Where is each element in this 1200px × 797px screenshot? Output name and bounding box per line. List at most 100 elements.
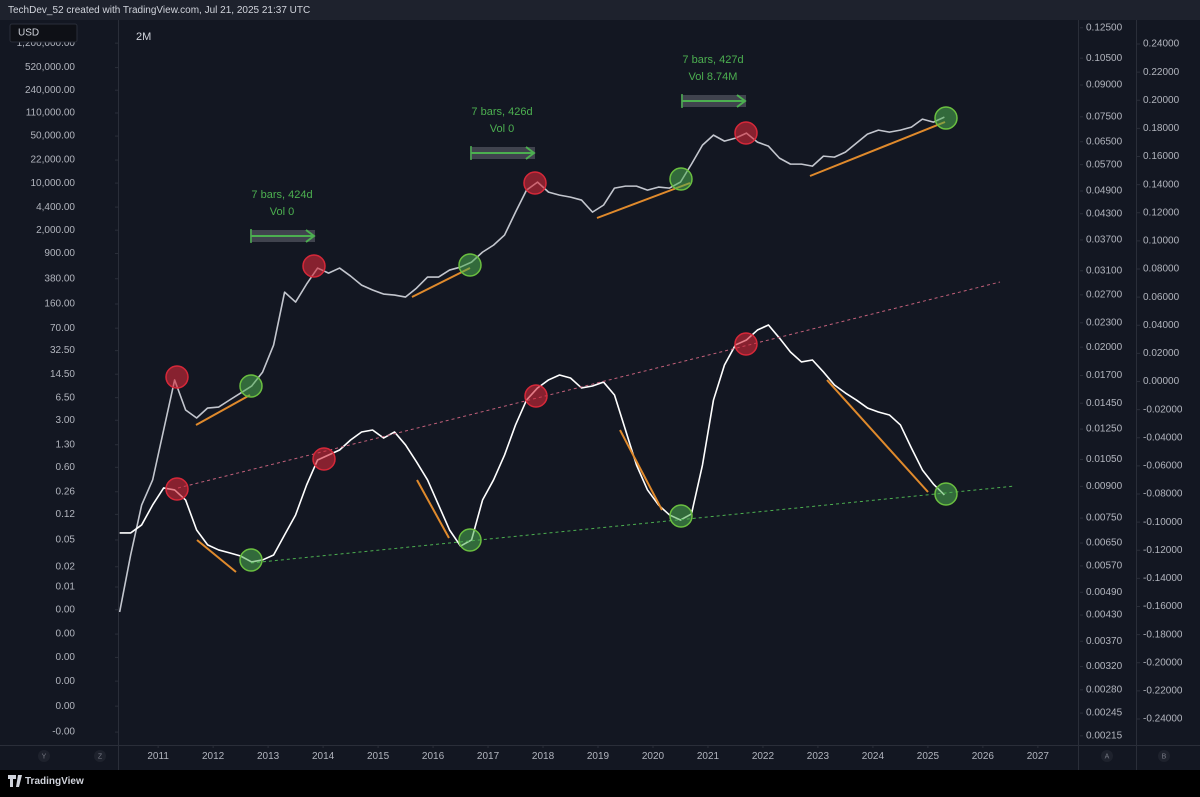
bottom-marker	[458, 253, 482, 277]
header-credit: TechDev_52 created with TradingView.com,…	[8, 5, 310, 16]
tick-label: 0.60	[56, 462, 76, 473]
tick-label: 0.04900	[1086, 186, 1123, 197]
tick-label: 0.00215	[1086, 730, 1123, 741]
range-label: 7 bars, 427d	[682, 54, 743, 66]
tick-label: 0.16000	[1143, 151, 1180, 162]
tick-label: 0.12000	[1143, 207, 1180, 218]
support-line	[250, 485, 1016, 564]
brand-name: TradingView	[25, 776, 84, 787]
tick-label: 1,200,000.00	[17, 38, 76, 49]
bottom-markers	[239, 106, 958, 572]
tick-label: 110,000.00	[26, 108, 76, 119]
x-tick-label: 2022	[752, 751, 775, 762]
tick-label: -0.06000	[1143, 461, 1183, 472]
tick-label: 3.00	[56, 415, 76, 426]
tick-label: 0.01450	[1086, 398, 1123, 409]
top-marker	[524, 384, 548, 408]
axis-button[interactable]	[38, 750, 50, 762]
tick-label: 0.02	[56, 561, 76, 572]
tick-label: -0.12000	[1143, 545, 1183, 556]
tick-label: 14.50	[50, 369, 75, 380]
tick-label: 0.20000	[1143, 95, 1180, 106]
tick-label: 0.00430	[1086, 610, 1123, 621]
x-tick-label: 2018	[532, 751, 555, 762]
tick-label: 0.00490	[1086, 587, 1123, 598]
tick-label: 0.01050	[1086, 454, 1123, 465]
top-marker	[523, 171, 547, 195]
tick-label: 0.00280	[1086, 684, 1123, 695]
tick-label: -0.14000	[1143, 573, 1183, 584]
axis-button[interactable]	[1101, 750, 1113, 762]
axis-button-label: A	[1105, 753, 1110, 760]
trend-line	[196, 539, 237, 573]
tick-label: 0.22000	[1143, 67, 1180, 78]
range-arrow-head	[305, 229, 316, 243]
tick-label: -0.08000	[1143, 489, 1183, 500]
top-marker	[302, 254, 326, 278]
bottom-marker	[669, 167, 693, 191]
top-markers	[165, 121, 758, 501]
tick-label: 0.06500	[1086, 136, 1123, 147]
tick-label: 160.00	[44, 299, 75, 310]
tick-label: 0.01	[56, 582, 76, 593]
tick-label: 0.01700	[1086, 370, 1123, 381]
bottom-marker	[934, 106, 958, 130]
top-marker	[165, 365, 189, 389]
x-tick-label: 2017	[477, 751, 500, 762]
x-tick-label: 2016	[422, 751, 445, 762]
tick-label: -0.10000	[1143, 517, 1183, 528]
trend-line	[416, 479, 450, 539]
trend-line	[809, 121, 946, 177]
tick-label: 0.26	[56, 486, 76, 497]
top-marker	[734, 332, 758, 356]
tick-label: 1.30	[56, 439, 76, 450]
trend-line	[826, 379, 929, 493]
axis-button[interactable]	[94, 750, 106, 762]
tick-label: -0.04000	[1143, 432, 1183, 443]
tick-label: 0.06000	[1143, 292, 1180, 303]
range-volume: Vol 0	[490, 123, 514, 135]
trend-line	[411, 267, 471, 298]
axis-button-label: B	[1162, 753, 1167, 760]
x-tick-label: 2013	[257, 751, 280, 762]
trend-line	[619, 429, 663, 511]
trend-line	[195, 394, 251, 426]
top-marker	[312, 447, 336, 471]
tick-label: 0.08000	[1143, 264, 1180, 275]
tick-label: 0.03700	[1086, 235, 1123, 246]
x-tick-label: 2012	[202, 751, 225, 762]
x-tick-label: 2024	[862, 751, 885, 762]
tick-label: 0.00	[56, 701, 76, 712]
tick-label: 50,000.00	[31, 131, 76, 142]
axes: 1,200,000.00 520,000.00 240,000.00 110,000.…	[17, 22, 1183, 762]
x-tick-label: 2023	[807, 751, 830, 762]
trend-line	[596, 182, 691, 219]
bottom-marker	[239, 548, 263, 572]
tick-label: 0.24000	[1143, 39, 1180, 50]
currency-button[interactable]	[9, 23, 78, 43]
tick-label: 380.00	[44, 273, 75, 284]
tick-label: 6.50	[56, 392, 76, 403]
x-tick-label: 2021	[697, 751, 720, 762]
tick-label: 0.00	[56, 676, 76, 687]
axis-button-label: Z	[98, 753, 103, 760]
range-volume: Vol 0	[270, 206, 294, 218]
tick-label: 0.12	[56, 509, 76, 520]
tick-label: 70.00	[50, 323, 75, 334]
timeframe-label: 2M	[136, 31, 151, 43]
range-arrow-head	[525, 146, 536, 160]
range-volume: Vol 8.74M	[689, 71, 738, 83]
tick-label: 0.00	[56, 652, 76, 663]
footer-bar	[0, 770, 1200, 792]
tick-label: -0.20000	[1143, 657, 1183, 668]
tick-label: 22,000.00	[31, 155, 76, 166]
tick-label: 0.01250	[1086, 424, 1123, 435]
tick-label: 0.04000	[1143, 320, 1180, 331]
tick-label: 0.03100	[1086, 265, 1123, 276]
overlays: 7 bars, 424d Vol 0 7 bars, 426d Vol 0 7 …	[165, 54, 1016, 573]
x-tick-label: 2026	[972, 751, 995, 762]
axis-button[interactable]	[1158, 750, 1170, 762]
tick-label: 0.02700	[1086, 289, 1123, 300]
